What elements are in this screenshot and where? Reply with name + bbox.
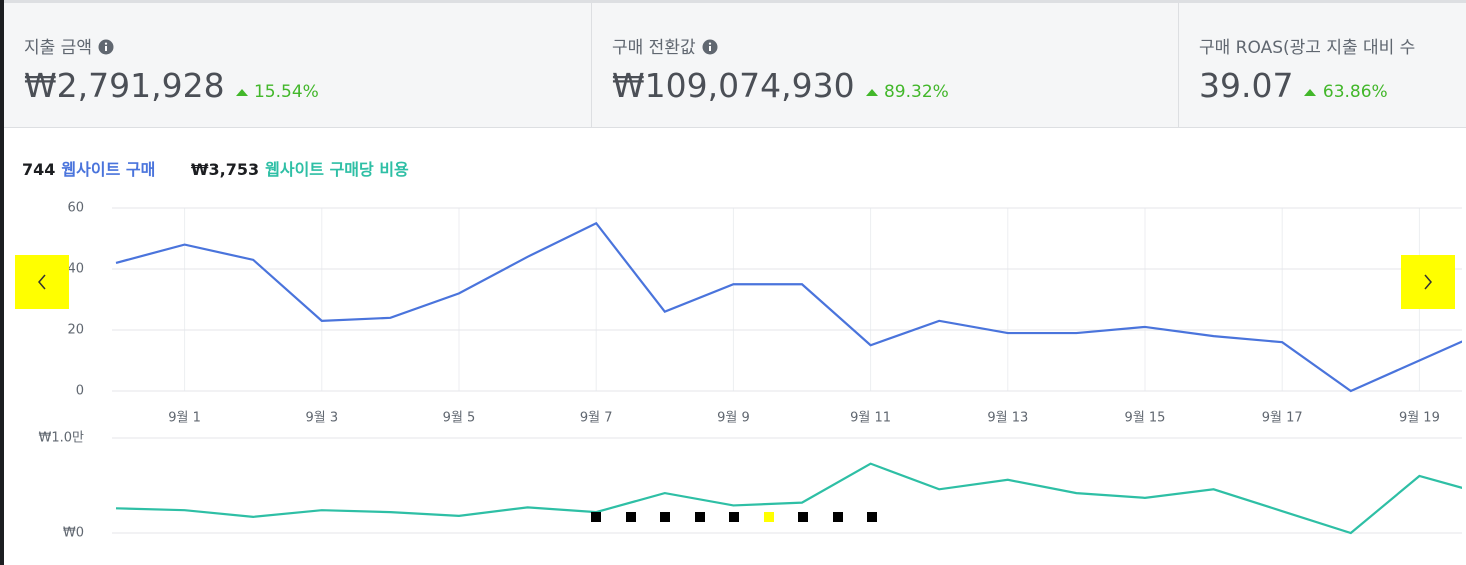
metric-label: 구매 ROAS(광고 지출 대비 수 — [1199, 38, 1416, 58]
metric-card: 구매 전환값 ₩109,074,930 89.32% — [592, 3, 1179, 127]
page-dot[interactable] — [833, 512, 843, 522]
x-tick-label: 9월 7 — [580, 411, 613, 426]
page-dot[interactable] — [798, 512, 808, 522]
up-arrow — [235, 89, 248, 96]
metric-value: 39.07 — [1199, 66, 1294, 105]
y-tick-label: 60 — [67, 201, 84, 216]
x-tick-label: 9월 11 — [850, 411, 891, 426]
page-dot[interactable] — [591, 512, 601, 522]
x-tick-label: 9월 19 — [1399, 411, 1440, 426]
next-button[interactable] — [1401, 255, 1455, 309]
x-tick-label: 9월 3 — [305, 411, 338, 426]
metrics: 지출 금액 ₩2,791,928 15.54% 구매 전환값 ₩109,074,… — [4, 0, 1466, 128]
metric-label: 지출 금액 — [24, 38, 92, 58]
x-tick-label: 9월 17 — [1262, 411, 1303, 426]
page-dot[interactable] — [729, 512, 739, 522]
page-dot[interactable] — [695, 512, 705, 522]
up-arrow — [865, 89, 878, 96]
page-dot-active[interactable] — [764, 512, 774, 522]
up-arrow — [1304, 89, 1317, 96]
info-icon[interactable] — [702, 39, 718, 55]
y-tick-label: 40 — [67, 262, 84, 277]
metric-value: ₩2,791,928 — [24, 66, 225, 105]
x-tick-label: 9월 5 — [443, 411, 476, 426]
legend-name: 웹사이트 구매 — [61, 160, 156, 179]
metric-card: 지출 금액 ₩2,791,928 15.54% — [4, 3, 592, 127]
legend: 744 웹사이트 구매 ₩3,753 웹사이트 구매당 비용 — [22, 156, 415, 180]
legend-total: 744 — [22, 160, 56, 179]
pagination — [591, 512, 877, 522]
prev-button[interactable] — [15, 255, 69, 309]
x-tick-label: 9월 1 — [168, 411, 201, 426]
page-dot[interactable] — [867, 512, 877, 522]
page-dot[interactable] — [660, 512, 670, 522]
y-tick-label: ₩1.0만 — [39, 431, 85, 446]
series-line — [115, 221, 1462, 393]
metric-change: 63.86% — [1322, 82, 1388, 102]
metric-change: 89.32% — [883, 82, 949, 102]
x-tick-label: 9월 13 — [987, 411, 1028, 426]
metric-value: ₩109,074,930 — [612, 66, 855, 105]
metric-change: 15.54% — [253, 82, 319, 102]
legend-name: 웹사이트 구매당 비용 — [265, 160, 409, 179]
metric-label: 구매 전환값 — [612, 38, 696, 58]
series-line — [115, 462, 1462, 535]
legend-total: ₩3,753 — [190, 160, 260, 179]
x-tick-label: 9월 15 — [1125, 411, 1166, 426]
y-tick-label: 0 — [76, 384, 84, 399]
y-tick-label: ₩0 — [63, 526, 84, 541]
x-tick-label: 9월 9 — [717, 411, 750, 426]
metric-card: 구매 ROAS(광고 지출 대비 수 39.07 63.86% — [1179, 3, 1466, 127]
y-tick-label: 20 — [67, 323, 84, 338]
page-dot[interactable] — [626, 512, 636, 522]
info-icon[interactable] — [98, 39, 114, 55]
